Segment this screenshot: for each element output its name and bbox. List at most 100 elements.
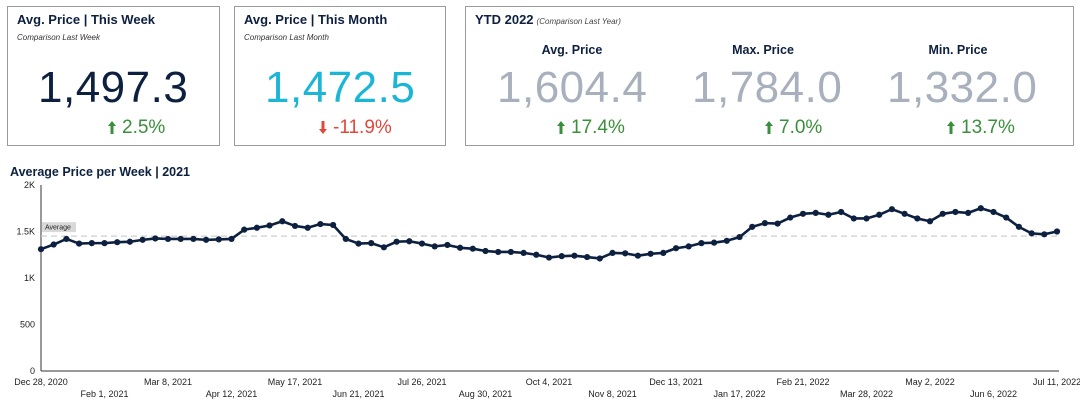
- data-point: [317, 220, 324, 228]
- card-title: Avg. Price | This Month: [244, 12, 388, 27]
- data-point: [571, 252, 578, 259]
- kpi-card-week: Avg. Price | This Week Comparison Last W…: [7, 6, 220, 146]
- x-tick-label: Nov 8, 2021: [588, 389, 637, 399]
- card-subtitle: Comparison Last Week: [17, 33, 100, 42]
- data-point: [126, 238, 133, 245]
- data-point: [965, 209, 972, 216]
- kpi-value: 1,472.5: [265, 63, 416, 112]
- data-point: [634, 252, 642, 259]
- average-label: Average: [45, 225, 71, 232]
- kpi-change-text: 7.0%: [779, 117, 823, 138]
- x-tick-label: Jan 17, 2022: [713, 389, 765, 399]
- data-point: [952, 208, 959, 216]
- y-tick-label: 2K: [24, 180, 35, 190]
- avg-price-value: 1,604.4: [497, 63, 648, 112]
- data-point: [1003, 214, 1010, 221]
- data-point: [418, 240, 426, 247]
- max-price-change: 7.0%: [765, 117, 822, 139]
- data-point: [1028, 230, 1035, 237]
- data-point: [863, 215, 870, 222]
- data-point: [469, 245, 476, 252]
- data-point: [152, 235, 159, 242]
- min-price-value: 1,332.0: [887, 63, 1038, 112]
- data-point: [558, 253, 565, 260]
- data-point: [609, 249, 616, 256]
- data-point: [495, 248, 502, 256]
- y-tick-label: 0: [30, 366, 35, 376]
- data-point: [926, 218, 934, 225]
- data-point: [545, 254, 553, 261]
- ytd-subtitle: (Comparison Last Year): [536, 17, 621, 26]
- chart-title: Average Price per Week | 2021: [10, 165, 190, 179]
- card-title: Avg. Price | This Week: [17, 12, 156, 27]
- data-point: [76, 240, 83, 247]
- data-point: [990, 208, 997, 216]
- data-point: [939, 210, 946, 217]
- data-point: [977, 205, 984, 212]
- data-point: [1053, 228, 1061, 235]
- data-point: [520, 249, 527, 256]
- data-point: [838, 208, 845, 216]
- data-point: [139, 236, 146, 243]
- data-point: [698, 240, 705, 247]
- data-point: [787, 214, 794, 221]
- x-tick-label: Oct 4, 2021: [526, 377, 573, 387]
- data-point: [190, 235, 197, 243]
- data-point: [812, 209, 819, 216]
- x-tick-label: Feb 21, 2022: [776, 377, 829, 387]
- data-point: [1041, 231, 1048, 238]
- card-title: YTD 2022 (Comparison Last Year): [475, 12, 621, 27]
- data-point: [253, 224, 260, 231]
- x-tick-label: May 2, 2022: [905, 377, 955, 387]
- x-tick-label: Dec 28, 2020: [14, 377, 68, 387]
- data-point: [203, 236, 210, 243]
- data-point: [533, 251, 540, 258]
- data-point: [761, 220, 769, 227]
- up-arrow-icon: [557, 121, 565, 134]
- kpi-card-month: Avg. Price | This Month Comparison Last …: [234, 6, 446, 146]
- avg-price-label: Avg. Price: [541, 43, 603, 57]
- ytd-title: YTD 2022: [475, 12, 534, 27]
- data-point: [825, 211, 832, 218]
- x-tick-label: Apr 12, 2021: [206, 389, 258, 399]
- x-tick-label: Aug 30, 2021: [459, 389, 513, 399]
- x-tick-label: Mar 8, 2021: [144, 377, 192, 387]
- data-point: [431, 243, 438, 250]
- max-price-value: 1,784.0: [692, 63, 843, 112]
- data-point: [330, 221, 337, 229]
- x-tick-label: Jul 11, 2022: [1033, 377, 1080, 387]
- data-point: [888, 206, 896, 213]
- data-point: [596, 255, 603, 262]
- data-point: [457, 244, 464, 251]
- data-point: [723, 237, 730, 244]
- data-point: [850, 215, 857, 222]
- kpi-change-text: -11.9%: [333, 117, 392, 138]
- data-point: [901, 210, 908, 217]
- up-arrow-icon: [765, 121, 773, 134]
- average-label-bg: [42, 222, 76, 233]
- min-price-label: Min. Price: [928, 43, 988, 57]
- kpi-card-ytd: YTD 2022 (Comparison Last Year) Avg. Pric…: [465, 6, 1074, 146]
- y-tick-label: 1K: [24, 273, 35, 283]
- kpi-change-text: 13.7%: [961, 117, 1015, 138]
- data-point: [342, 235, 349, 243]
- kpi-change: -11.9%: [319, 117, 392, 139]
- data-point: [914, 215, 921, 222]
- data-point: [304, 224, 311, 231]
- data-point: [101, 240, 108, 247]
- data-point: [876, 211, 883, 218]
- data-point: [114, 239, 121, 246]
- y-tick-label: 1.5K: [16, 227, 35, 237]
- data-point: [406, 238, 413, 245]
- data-point: [660, 249, 667, 256]
- data-point: [1015, 223, 1023, 230]
- data-point: [177, 235, 184, 243]
- data-point: [647, 250, 654, 257]
- kpi-change: 2.5%: [108, 117, 165, 139]
- data-point: [736, 233, 743, 241]
- data-point: [88, 240, 95, 247]
- x-tick-label: Jun 21, 2021: [332, 389, 384, 399]
- data-point: [291, 222, 299, 230]
- data-point: [774, 220, 781, 227]
- data-point: [241, 226, 248, 233]
